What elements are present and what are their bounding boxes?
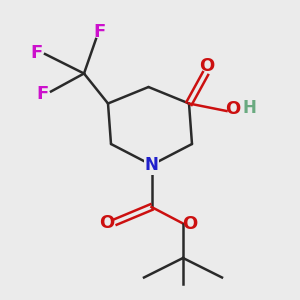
Text: F: F	[31, 44, 43, 62]
Text: H: H	[243, 99, 257, 117]
Text: F: F	[93, 23, 105, 41]
Text: O: O	[100, 214, 115, 232]
Text: O: O	[200, 57, 214, 75]
Text: O: O	[225, 100, 240, 118]
Text: F: F	[37, 85, 49, 103]
Text: O: O	[182, 215, 197, 233]
Text: N: N	[145, 156, 158, 174]
